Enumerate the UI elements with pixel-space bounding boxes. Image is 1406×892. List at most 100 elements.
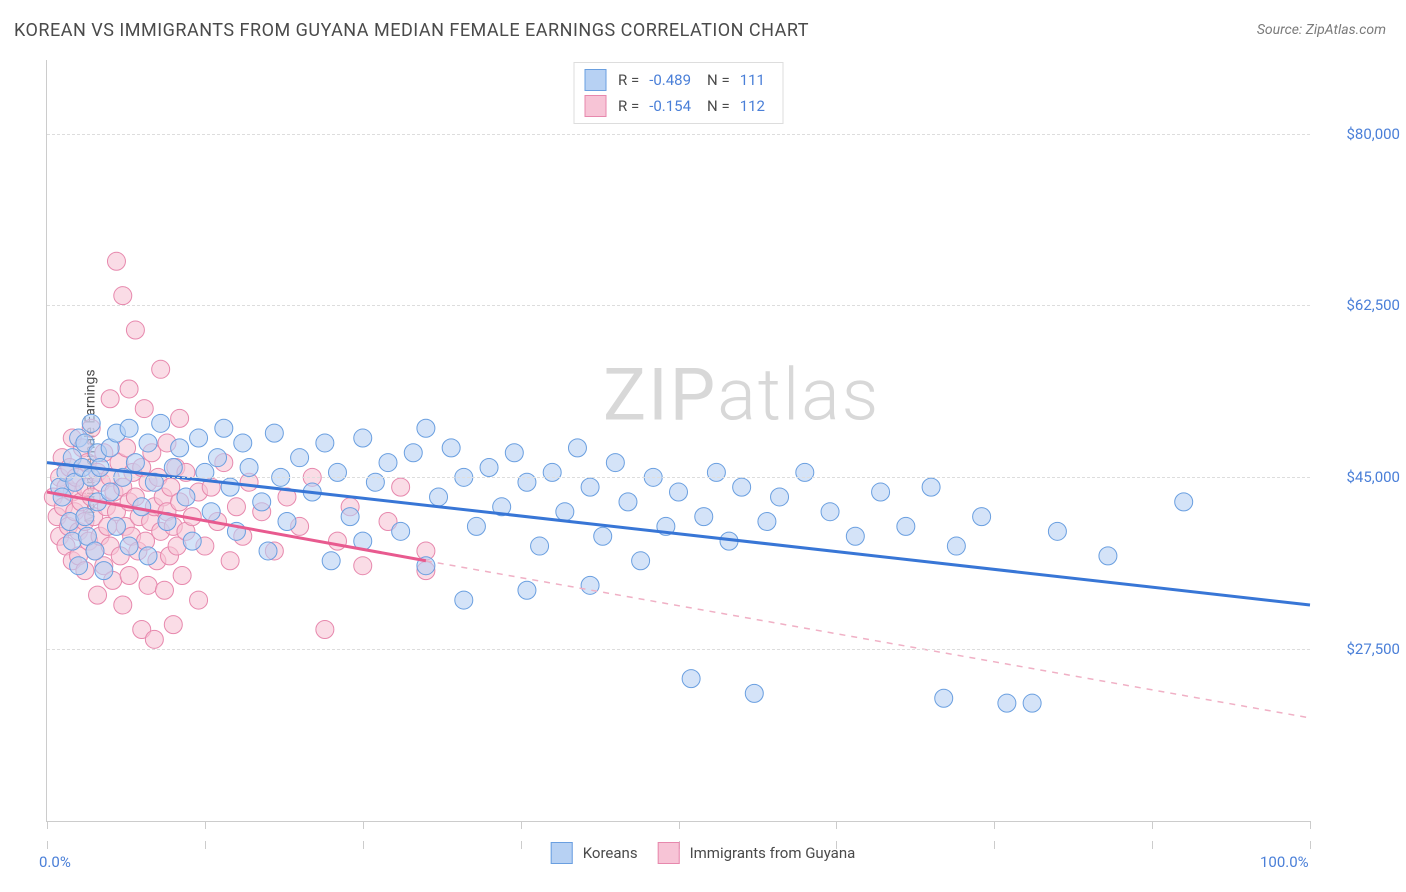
legend-stats-row: R = -0.154 N = 112: [584, 93, 773, 119]
x-tick-label: 100.0%: [1260, 853, 1309, 871]
chart-svg: [47, 60, 1310, 821]
legend-stats: R = -0.489 N = 111 R = -0.154 N = 112: [573, 62, 784, 124]
legend-item-koreans: Koreans: [551, 842, 638, 864]
scatter-point: [221, 478, 239, 496]
scatter-point: [518, 581, 536, 599]
y-tick-label: $45,000: [1320, 468, 1400, 486]
scatter-point: [95, 562, 113, 580]
legend-swatch-koreans: [551, 842, 573, 864]
scatter-point: [126, 454, 144, 472]
scatter-point: [973, 508, 991, 526]
scatter-point: [341, 508, 359, 526]
scatter-point: [430, 488, 448, 506]
scatter-point: [745, 684, 763, 702]
scatter-point: [417, 419, 435, 437]
scatter-point: [322, 552, 340, 570]
scatter-point: [152, 414, 170, 432]
scatter-point: [670, 483, 688, 501]
legend-swatch-guyana: [584, 95, 606, 117]
scatter-point: [215, 419, 233, 437]
scatter-point: [922, 478, 940, 496]
scatter-point: [120, 537, 138, 555]
scatter-point: [278, 513, 296, 531]
scatter-point: [76, 508, 94, 526]
scatter-point: [467, 517, 485, 535]
scatter-point: [442, 439, 460, 457]
scatter-point: [404, 444, 422, 462]
scatter-point: [872, 483, 890, 501]
scatter-point: [114, 596, 132, 614]
scatter-point: [139, 434, 157, 452]
scatter-point: [259, 542, 277, 560]
scatter-point: [518, 473, 536, 491]
scatter-point: [183, 532, 201, 550]
scatter-point: [82, 414, 100, 432]
scatter-point: [1048, 522, 1066, 540]
legend-label: Koreans: [583, 844, 638, 862]
scatter-point: [253, 493, 271, 511]
scatter-point: [796, 463, 814, 481]
scatter-point: [998, 694, 1016, 712]
scatter-point: [1099, 547, 1117, 565]
scatter-point: [120, 567, 138, 585]
y-tick-label: $62,500: [1320, 296, 1400, 314]
scatter-point: [846, 527, 864, 545]
scatter-point: [935, 689, 953, 707]
scatter-point: [1023, 694, 1041, 712]
scatter-point: [164, 616, 182, 634]
scatter-point: [202, 503, 220, 521]
scatter-point: [632, 552, 650, 570]
scatter-point: [291, 449, 309, 467]
scatter-point: [543, 463, 561, 481]
scatter-point: [173, 567, 191, 585]
scatter-point: [126, 321, 144, 339]
scatter-point: [581, 478, 599, 496]
scatter-point: [354, 429, 372, 447]
scatter-point: [316, 434, 334, 452]
scatter-point: [1175, 493, 1193, 511]
scatter-point: [354, 557, 372, 575]
scatter-point: [328, 463, 346, 481]
scatter-point: [139, 547, 157, 565]
scatter-point: [379, 454, 397, 472]
scatter-point: [171, 439, 189, 457]
scatter-point: [619, 493, 637, 511]
scatter-point: [139, 576, 157, 594]
scatter-point: [733, 478, 751, 496]
scatter-point: [145, 630, 163, 648]
scatter-point: [155, 581, 173, 599]
scatter-point: [89, 586, 107, 604]
legend-swatch-guyana: [658, 842, 680, 864]
scatter-point: [758, 513, 776, 531]
legend-stats-row: R = -0.489 N = 111: [584, 67, 773, 93]
scatter-point: [947, 537, 965, 555]
scatter-point: [480, 459, 498, 477]
scatter-point: [392, 522, 410, 540]
scatter-point: [707, 463, 725, 481]
scatter-point: [114, 287, 132, 305]
scatter-point: [209, 449, 227, 467]
scatter-point: [682, 670, 700, 688]
regression-line-dashed: [426, 561, 1310, 718]
scatter-point: [164, 459, 182, 477]
scatter-point: [221, 552, 239, 570]
scatter-point: [101, 390, 119, 408]
scatter-point: [556, 503, 574, 521]
scatter-point: [265, 424, 283, 442]
scatter-point: [505, 444, 523, 462]
scatter-point: [190, 591, 208, 609]
scatter-point: [366, 473, 384, 491]
scatter-point: [821, 503, 839, 521]
y-tick-label: $27,500: [1320, 640, 1400, 658]
scatter-point: [455, 591, 473, 609]
legend-swatch-koreans: [584, 69, 606, 91]
scatter-point: [234, 434, 252, 452]
scatter-point: [606, 454, 624, 472]
scatter-point: [190, 429, 208, 447]
scatter-point: [594, 527, 612, 545]
chart-title: KOREAN VS IMMIGRANTS FROM GUYANA MEDIAN …: [14, 20, 809, 41]
scatter-point: [771, 488, 789, 506]
scatter-point: [70, 557, 88, 575]
scatter-point: [171, 409, 189, 427]
scatter-point: [240, 459, 258, 477]
